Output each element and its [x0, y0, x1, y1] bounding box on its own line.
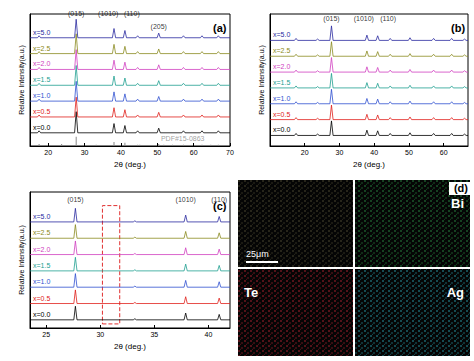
- svg-text:x=0.0: x=0.0: [273, 126, 290, 133]
- svg-text:x=1.0: x=1.0: [33, 278, 50, 285]
- svg-text:40: 40: [370, 149, 378, 156]
- svg-text:20: 20: [301, 149, 309, 156]
- svg-text:60: 60: [440, 149, 448, 156]
- svg-text:(1010): (1010): [354, 15, 374, 23]
- svg-text:(015): (015): [68, 10, 84, 18]
- svg-text:2θ (deg.): 2θ (deg.): [353, 160, 385, 169]
- svg-text:(205): (205): [151, 23, 167, 31]
- svg-text:x=5.0: x=5.0: [33, 213, 50, 220]
- svg-text:Te: Te: [244, 285, 258, 300]
- svg-text:x=0.5: x=0.5: [33, 295, 50, 302]
- svg-text:40: 40: [204, 331, 212, 338]
- svg-text:Relative Intensity(a.u.): Relative Intensity(a.u.): [18, 225, 26, 295]
- svg-text:PDF#15-0863: PDF#15-0863: [161, 135, 205, 142]
- svg-text:(1010): (1010): [176, 196, 196, 204]
- svg-text:(015): (015): [67, 196, 83, 204]
- svg-text:x=2.0: x=2.0: [33, 60, 50, 67]
- svg-text:x=0.0: x=0.0: [33, 124, 50, 131]
- svg-text:x=2.0: x=2.0: [33, 246, 50, 253]
- svg-text:25: 25: [42, 331, 50, 338]
- svg-text:(110): (110): [124, 10, 140, 18]
- svg-text:50: 50: [153, 149, 161, 156]
- svg-text:60: 60: [190, 149, 198, 156]
- svg-text:(015): (015): [323, 15, 339, 23]
- svg-text:x=0.5: x=0.5: [273, 111, 290, 118]
- svg-text:30: 30: [336, 149, 344, 156]
- svg-text:x=5.0: x=5.0: [33, 29, 50, 36]
- svg-text:30: 30: [81, 149, 89, 156]
- svg-text:x=1.5: x=1.5: [33, 262, 50, 269]
- svg-text:30: 30: [96, 331, 104, 338]
- svg-text:Bi: Bi: [451, 196, 464, 211]
- svg-text:x=5.0: x=5.0: [273, 31, 290, 38]
- svg-text:Ag: Ag: [447, 285, 464, 300]
- svg-text:x=2.0: x=2.0: [273, 63, 290, 70]
- svg-text:35: 35: [150, 331, 158, 338]
- svg-text:(d): (d): [454, 182, 468, 194]
- svg-text:70: 70: [226, 149, 234, 156]
- svg-text:x=2.5: x=2.5: [33, 45, 50, 52]
- svg-text:(1010): (1010): [98, 10, 118, 18]
- svg-text:(b): (b): [451, 22, 465, 34]
- svg-text:(110): (110): [380, 15, 396, 23]
- svg-text:Relative Intensity(a.u.): Relative Intensity(a.u.): [258, 45, 266, 115]
- svg-text:x=1.0: x=1.0: [273, 95, 290, 102]
- svg-text:x=2.5: x=2.5: [273, 47, 290, 54]
- svg-text:Relative Intensity(a.u.): Relative Intensity(a.u.): [18, 45, 26, 115]
- svg-text:2θ (deg.): 2θ (deg.): [114, 160, 146, 169]
- svg-text:x=1.5: x=1.5: [33, 76, 50, 83]
- svg-text:50: 50: [405, 149, 413, 156]
- svg-text:(a): (a): [213, 22, 227, 34]
- svg-text:x=0.0: x=0.0: [33, 311, 50, 318]
- svg-text:20: 20: [44, 149, 52, 156]
- svg-text:x=1.5: x=1.5: [273, 79, 290, 86]
- svg-text:x=0.5: x=0.5: [33, 108, 50, 115]
- svg-text:x=2.5: x=2.5: [33, 229, 50, 236]
- svg-text:(c): (c): [213, 200, 227, 212]
- svg-text:2θ (deg.): 2θ (deg.): [114, 342, 146, 351]
- svg-text:25μm: 25μm: [246, 249, 269, 259]
- svg-text:x=1.0: x=1.0: [33, 92, 50, 99]
- svg-text:40: 40: [117, 149, 125, 156]
